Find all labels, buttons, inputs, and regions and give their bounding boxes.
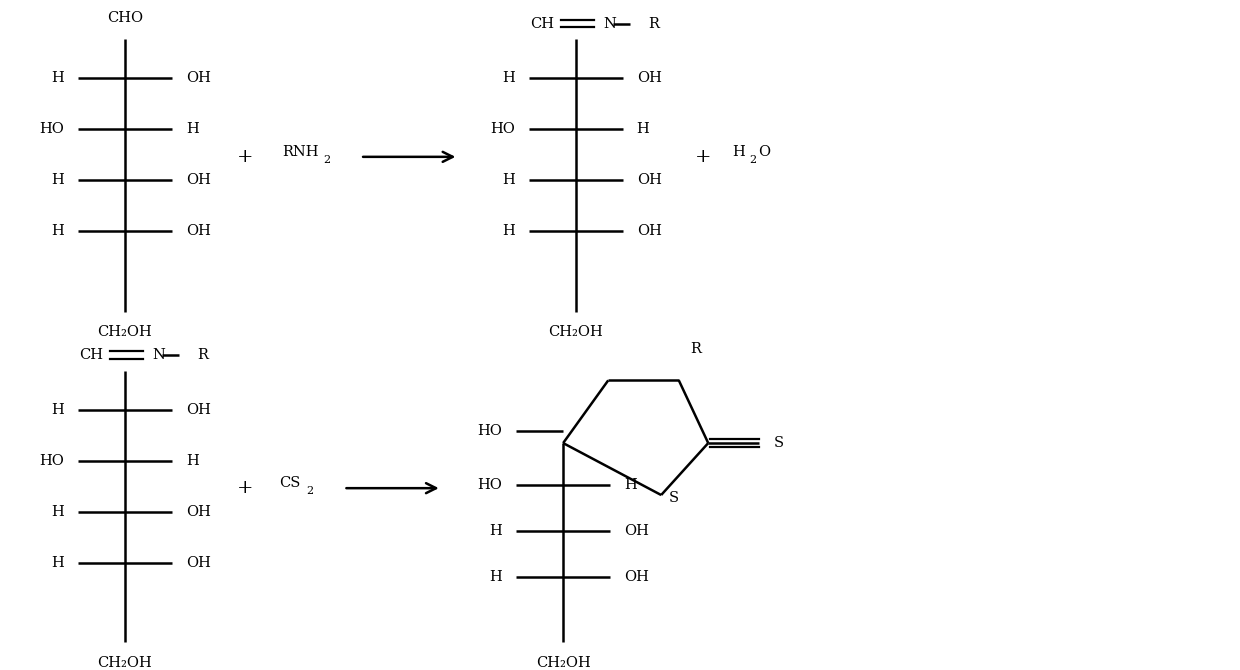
Text: H: H (51, 224, 64, 239)
Text: RNH: RNH (281, 145, 319, 159)
Text: H: H (502, 174, 515, 188)
Text: OH: OH (186, 403, 211, 417)
Text: OH: OH (624, 570, 649, 584)
Text: HO: HO (40, 123, 64, 137)
Text: HO: HO (477, 424, 502, 438)
Text: 2: 2 (306, 486, 314, 496)
Text: S: S (670, 491, 680, 505)
Text: OH: OH (186, 224, 211, 239)
Text: OH: OH (636, 224, 661, 239)
Text: CH: CH (531, 17, 554, 31)
Text: N: N (153, 348, 165, 362)
Text: +: + (237, 479, 254, 497)
Text: HO: HO (40, 454, 64, 468)
Text: CH₂OH: CH₂OH (548, 326, 604, 340)
Text: H: H (636, 123, 650, 137)
Text: +: + (696, 148, 712, 166)
Text: OH: OH (624, 525, 649, 538)
Text: CHO: CHO (107, 11, 143, 25)
Text: OH: OH (186, 174, 211, 188)
Text: H: H (490, 570, 502, 584)
Text: R: R (197, 348, 208, 362)
Text: R: R (649, 17, 660, 31)
Text: H: H (51, 403, 64, 417)
Text: CH₂OH: CH₂OH (98, 326, 153, 340)
Text: CH: CH (79, 348, 103, 362)
Text: OH: OH (186, 505, 211, 519)
Text: N: N (604, 17, 616, 31)
Text: 2: 2 (749, 155, 756, 165)
Text: R: R (691, 342, 702, 356)
Text: H: H (733, 145, 745, 159)
Text: H: H (186, 454, 198, 468)
Text: HO: HO (477, 478, 502, 492)
Text: H: H (186, 123, 198, 137)
Text: HO: HO (490, 123, 515, 137)
Text: H: H (502, 72, 515, 85)
Text: H: H (51, 555, 64, 570)
Text: OH: OH (186, 72, 211, 85)
Text: H: H (51, 72, 64, 85)
Text: OH: OH (636, 72, 661, 85)
Text: H: H (51, 174, 64, 188)
Text: OH: OH (636, 174, 661, 188)
Text: H: H (490, 525, 502, 538)
Text: CH₂OH: CH₂OH (536, 656, 590, 670)
Text: CH₂OH: CH₂OH (98, 656, 153, 670)
Text: +: + (237, 148, 254, 166)
Text: O: O (758, 145, 770, 159)
Text: 2: 2 (322, 155, 330, 165)
Text: S: S (774, 436, 784, 450)
Text: OH: OH (186, 555, 211, 570)
Text: H: H (624, 478, 636, 492)
Text: H: H (502, 224, 515, 239)
Text: H: H (51, 505, 64, 519)
Text: CS: CS (279, 476, 300, 490)
